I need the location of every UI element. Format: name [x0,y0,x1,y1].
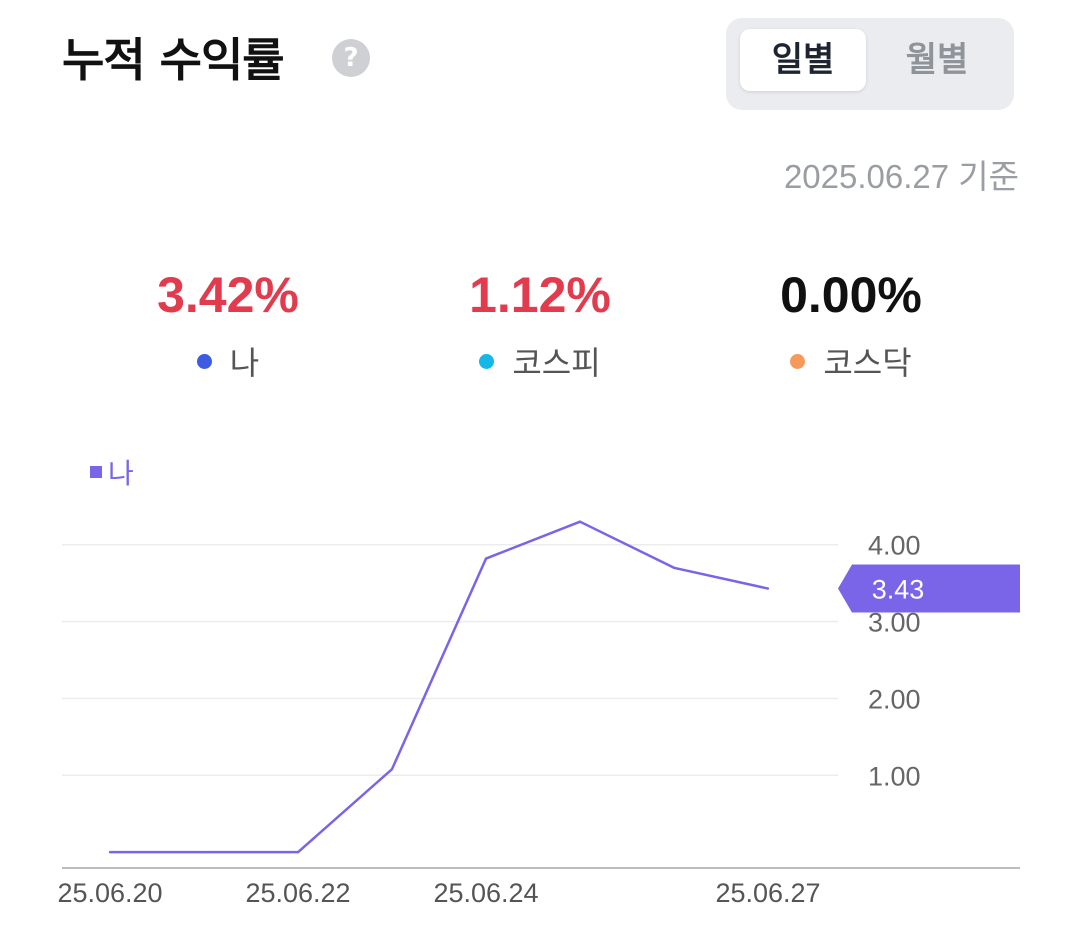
as-of-date: 2025.06.27 기준 [783,158,1019,195]
data-point [672,566,676,569]
summary-me: 3.42% 나 [98,266,358,384]
y-tick-label: 4.00 [868,531,921,561]
last-value-marker [838,564,1020,613]
kosdaq-dot-icon [790,353,806,369]
x-tick-label: 25.06.24 [433,878,538,908]
data-point [108,850,112,854]
data-point [578,520,582,523]
summary-me-label: 나 [229,344,260,382]
y-tick-label: 1.00 [868,761,921,791]
monthly-toggle-button[interactable]: 월별 [905,40,969,80]
x-tick-label: 25.06.27 [715,878,820,908]
data-point [484,557,488,560]
kospi-dot-icon [479,353,495,369]
x-tick-label: 25.06.22 [245,878,350,908]
summary-me-value: 3.42% [157,267,299,323]
summary-kospi: 1.12% 코스피 [410,266,670,384]
series-line-me [110,520,769,854]
me-dot-icon [196,353,212,369]
x-tick-label: 25.06.20 [57,878,162,908]
summary-kosdaq: 0.00% 코스닥 [721,266,981,384]
last-value-label: 3.43 [872,575,925,605]
y-tick-label: 3.00 [868,608,921,638]
data-point [390,767,394,771]
chart-legend: 나 [90,452,134,492]
help-icon[interactable]: ? [332,39,370,77]
legend-square-icon [90,466,102,478]
data-point [202,850,206,854]
summary-kosdaq-value: 0.00% [780,267,922,323]
y-tick-label: 2.00 [868,684,921,714]
period-toggle: 일별 월별 [726,18,1014,110]
summary-kospi-label: 코스피 [512,344,601,382]
legend-label: 나 [108,457,134,490]
data-point [766,587,770,590]
daily-toggle-button[interactable]: 일별 [740,29,866,91]
summary-kosdaq-label: 코스닥 [823,344,912,382]
page-title: 누적 수익률 [62,33,285,87]
data-point [296,850,300,854]
summary-kospi-value: 1.12% [469,267,611,323]
